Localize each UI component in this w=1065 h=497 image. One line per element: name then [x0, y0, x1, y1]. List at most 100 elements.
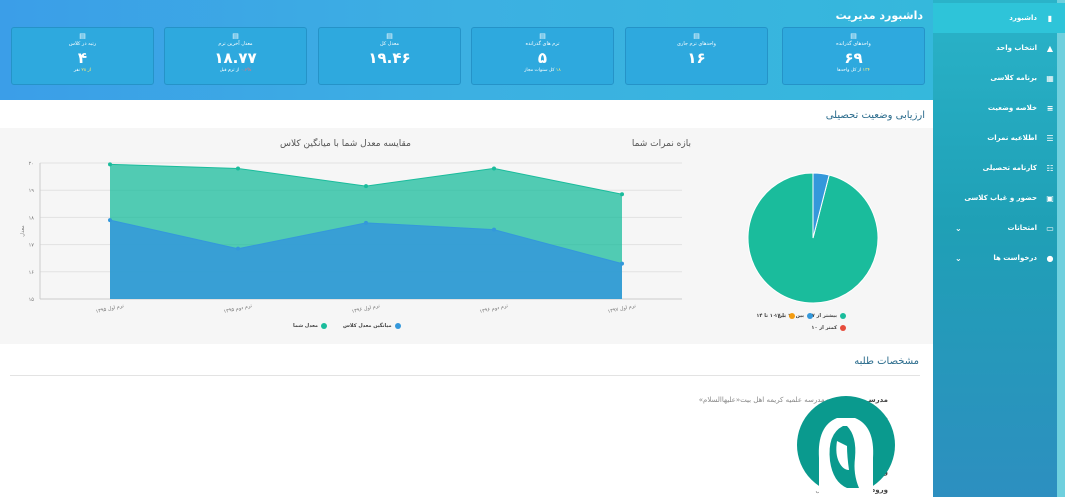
sidebar-item-label: کارنامه تحصیلی	[982, 164, 1037, 172]
stat-icon: ▤	[386, 32, 393, 40]
x-tick-label: ترم دوم ۱۳۹۶	[479, 303, 509, 315]
sidebar-item[interactable]: ≡ خلاصه وضعیت	[933, 93, 1065, 123]
stat-label: واحدهای ترم جاری	[677, 41, 716, 47]
legend-dot	[840, 325, 846, 331]
list-icon: ≡	[1046, 103, 1054, 113]
sidebar-item-label: انتخاب واحد	[996, 44, 1037, 52]
pie-legend-item[interactable]: بین ۱۰ تا ۱۴	[756, 313, 795, 319]
stat-value: ۱۸.۷۷	[214, 49, 257, 67]
x-tick-label: ترم اول ۱۳۹۷	[607, 303, 637, 315]
area-legend-item[interactable]: معدل شما	[293, 323, 328, 329]
stat-footer-highlight: از ۲۸	[81, 68, 92, 73]
sidebar-edge	[1057, 0, 1065, 497]
legend-dot	[321, 323, 328, 329]
stat-icon: ▤	[79, 32, 86, 40]
y-tick-label: ۱۷	[29, 243, 35, 249]
sidebar-item[interactable]: ▭ امتحانات ⌄	[933, 213, 1065, 243]
stat-value: ۴	[77, 49, 88, 67]
sidebar-item[interactable]: ▮ داشبورد	[933, 3, 1065, 33]
stat-footer: ۰.۶% از ترم قبل	[165, 68, 306, 73]
stat-card: ▤ معدل آخرین ترم ۱۸.۷۷ ۰.۶% از ترم قبل	[164, 27, 307, 85]
sidebar-item[interactable]: ● درخواست ها ⌄	[933, 243, 1065, 273]
stat-card: ▤ ترم های گذرانده ۵ ۱۸ کل سنوات مجاز	[471, 27, 614, 85]
data-point[interactable]	[492, 166, 496, 171]
sidebar-item[interactable]: ▲ انتخاب واحد	[933, 33, 1065, 63]
stat-footer: ۱۸ کل سنوات مجاز	[472, 68, 613, 73]
avatar	[797, 396, 895, 494]
data-point[interactable]	[108, 218, 112, 223]
sidebar-item-label: امتحانات	[1007, 224, 1037, 232]
page-title: داشبورد مدیریت	[835, 9, 923, 22]
student-title: مشخصات طلبه	[854, 356, 919, 367]
data-point[interactable]	[236, 246, 240, 251]
y-tick-label: ۱۹	[29, 188, 35, 194]
chevron-down-icon: ⌄	[955, 223, 962, 233]
stat-icon: ▤	[693, 32, 700, 40]
data-point[interactable]	[364, 220, 368, 225]
y-tick-label: ۱۶	[29, 270, 35, 276]
stat-card: ▤ واحدهای گذرانده ۶۹ ۱۳۴ از کل واحدها	[782, 27, 925, 85]
calendar-check-icon: ▣	[1046, 193, 1054, 203]
stat-label: معدل آخرین ترم	[218, 41, 253, 47]
info-label: ورودی:	[862, 486, 888, 494]
dashboard-header: داشبورد مدیریت ▤ واحدهای گذرانده ۶۹ ۱۳۴ از …	[0, 0, 933, 100]
pie-chart-title: بازه نمرات شما	[631, 139, 691, 149]
y-tick-label: ۲۰	[29, 161, 34, 167]
x-tick-label: ترم دوم ۱۳۹۵	[223, 303, 253, 315]
area-series[interactable]	[110, 220, 622, 299]
stat-icon: ▤	[539, 32, 546, 40]
sidebar-item-label: حضور و غیاب کلاسی	[964, 194, 1037, 202]
data-point[interactable]	[236, 166, 240, 171]
legend-dot	[394, 323, 401, 329]
stat-footer-highlight: ۰.۶%	[240, 68, 252, 73]
stat-label: معدل کل	[379, 41, 400, 47]
stat-footer-highlight: ۱۳۴	[862, 68, 870, 73]
pie-legend-item[interactable]: کمتر از ۱۰	[811, 325, 846, 331]
data-point[interactable]	[620, 261, 624, 266]
sidebar-item[interactable]: ▦ برنامه کلاسی	[933, 63, 1065, 93]
x-tick-label: ترم اول ۱۳۹۶	[351, 303, 381, 315]
area-chart-title: مقایسه معدل شما با میانگین کلاس	[280, 139, 411, 149]
stat-icon: ▤	[232, 32, 239, 40]
info-label: مدرســه:	[856, 396, 888, 404]
pie-slice[interactable]	[812, 172, 830, 239]
list-check-icon: ☰	[1046, 133, 1054, 143]
stat-icon: ▤	[850, 32, 857, 40]
stat-footer-text: از کل واحدها	[837, 68, 862, 73]
pie-chart	[747, 172, 879, 304]
graduation-cap-icon: ▲	[1046, 43, 1054, 53]
id-card-icon: ▭	[1046, 223, 1054, 233]
data-point[interactable]	[108, 162, 112, 167]
sidebar-item-label: درخواست ها	[993, 254, 1037, 262]
sidebar-item[interactable]: ☰ اطلاعیه نمرات	[933, 123, 1065, 153]
sidebar-item[interactable]: ☷ کارنامه تحصیلی	[933, 153, 1065, 183]
area-legend-item[interactable]: میانگین معدل کلاس	[343, 323, 401, 329]
student-divider	[10, 375, 920, 376]
stat-label: واحدهای گذرانده	[836, 41, 871, 47]
evaluation-panel: بازه نمرات شما مقایسه معدل شما با میانگی…	[0, 128, 933, 344]
sidebar-item-label: برنامه کلاسی	[990, 74, 1037, 82]
pie-legend-item[interactable]: بیشتر از ۱۷	[809, 313, 846, 319]
stat-value: ۱۹.۴۶	[368, 49, 411, 67]
stat-label: رتبه در کلاس	[68, 41, 97, 47]
report-icon: ☷	[1046, 163, 1054, 173]
stat-label: ترم های گذرانده	[525, 41, 560, 47]
legend-dot	[807, 313, 813, 319]
stat-footer-highlight: ۱۸	[555, 68, 561, 73]
info-value: قم - قم - مدرسه علمیه کریمه اهل بیت«علیه…	[698, 396, 855, 404]
legend-label: بین ۱۰ تا ۱۴	[756, 313, 786, 319]
stat-footer: ۱۳۴ از کل واحدها	[783, 68, 924, 73]
chevron-down-icon: ⌄	[955, 253, 962, 263]
y-tick-label: ۱۵	[29, 297, 35, 303]
sidebar-item-label: اطلاعیه نمرات	[987, 134, 1037, 142]
stat-card: ▤ واحدهای ترم جاری ۱۶	[625, 27, 768, 85]
legend-label: کمتر از ۱۰	[811, 325, 837, 331]
sidebar-item-label: داشبورد	[1009, 14, 1037, 22]
legend-label: میانگین معدل کلاس	[343, 323, 392, 329]
data-point[interactable]	[492, 227, 496, 232]
stat-footer-text: از ترم قبل	[219, 68, 240, 73]
data-point[interactable]	[620, 192, 624, 197]
data-point[interactable]	[364, 184, 368, 189]
stat-value: ۵	[537, 49, 548, 67]
sidebar-item[interactable]: ▣ حضور و غیاب کلاسی	[933, 183, 1065, 213]
